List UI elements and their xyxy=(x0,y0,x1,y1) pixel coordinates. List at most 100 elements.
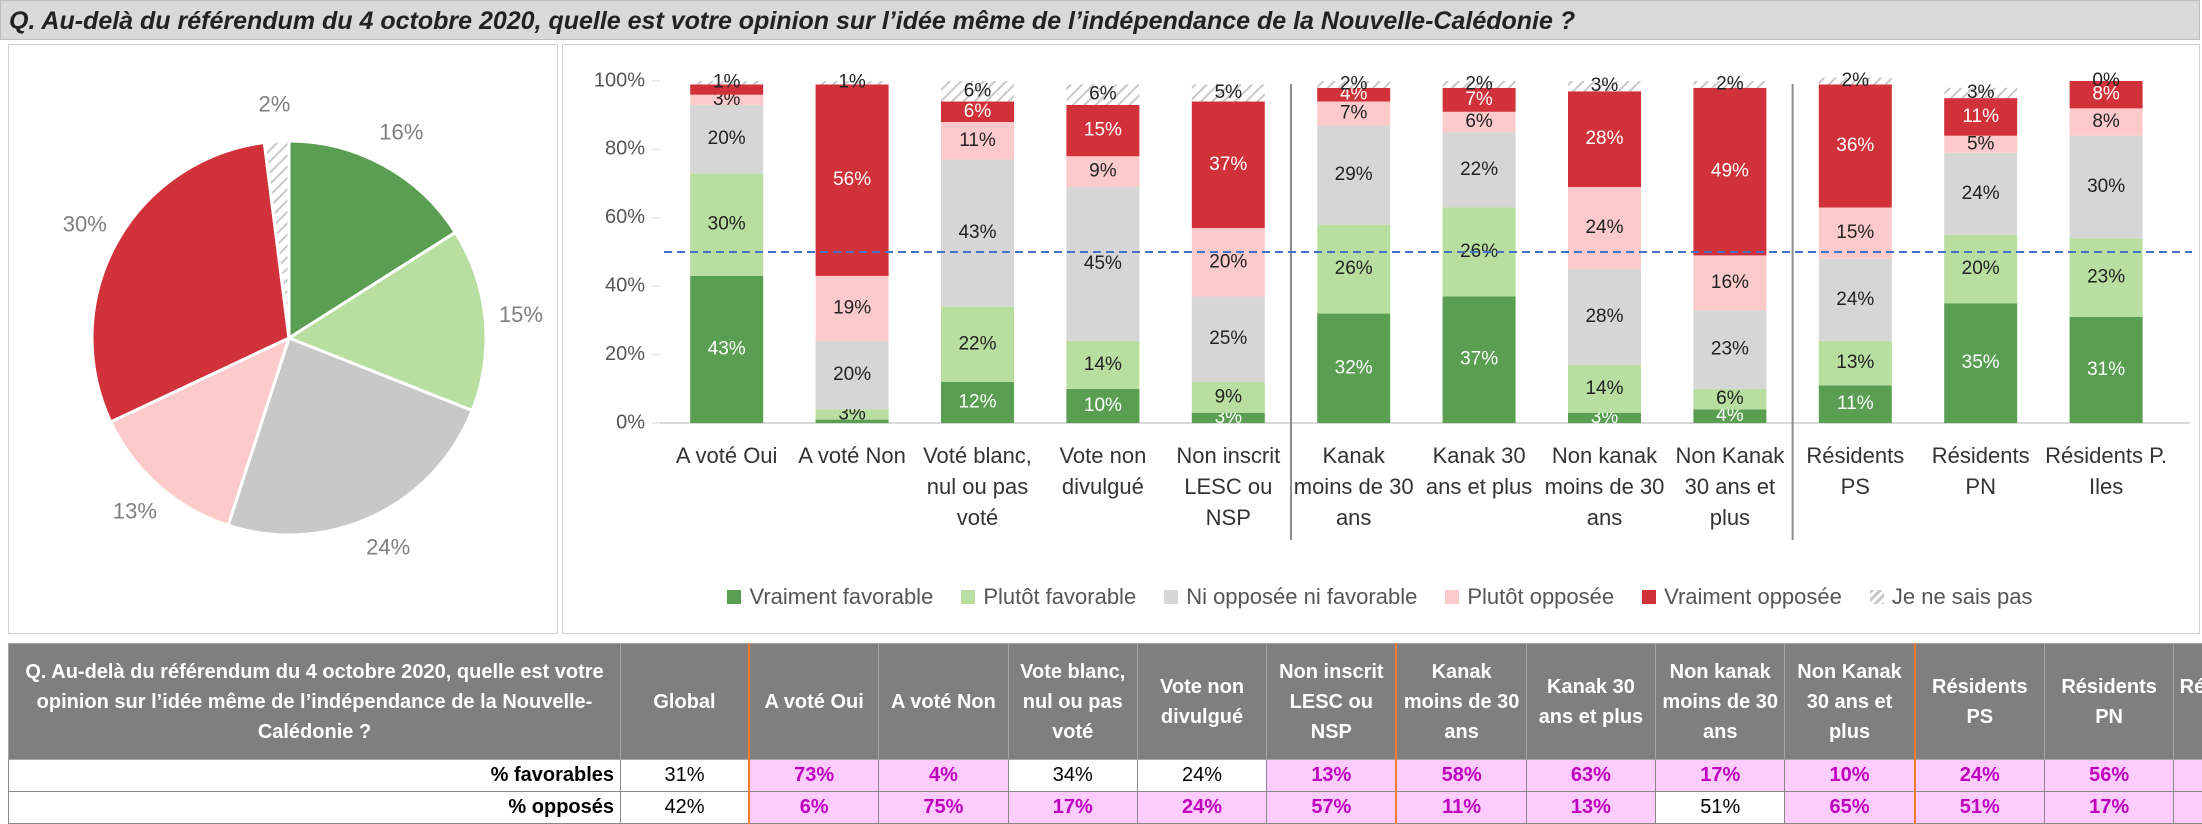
legend-swatch xyxy=(1870,590,1884,604)
legend-item: Vraiment opposée xyxy=(1642,584,1842,610)
bar-label: 28% xyxy=(1585,306,1623,327)
bar-label: 28% xyxy=(1585,128,1623,149)
x-tick-label: Vote non divulgué xyxy=(1041,440,1165,502)
table-header: Résidents P. Iles xyxy=(2174,644,2202,760)
bar-label: 2% xyxy=(1340,73,1368,94)
bar-label: 43% xyxy=(958,222,996,243)
bar-label: 32% xyxy=(1335,357,1373,378)
bar-label: 19% xyxy=(833,297,871,318)
table-cell: 56% xyxy=(2044,760,2173,792)
table-header: A voté Non xyxy=(879,644,1008,760)
x-tick-label: Kanak 30 ans et plus xyxy=(1417,440,1541,502)
legend-label: Vraiment opposée xyxy=(1664,584,1842,610)
y-tick-label: 100% xyxy=(594,69,645,91)
table-cell: 24% xyxy=(1137,760,1266,792)
table-cell: 31% xyxy=(621,760,750,792)
bar-label: 5% xyxy=(1967,133,1995,154)
bar-label: 12% xyxy=(958,391,996,412)
table-header: Résidents PN xyxy=(2044,644,2173,760)
x-tick-label: Non Kanak 30 ans et plus xyxy=(1668,440,1792,533)
table-cell: 4% xyxy=(879,760,1008,792)
bar-label: 6% xyxy=(1089,84,1117,105)
table-header: Kanak 30 ans et plus xyxy=(1526,644,1655,760)
bar-label: 3% xyxy=(1591,75,1619,96)
legend-label: Plutôt opposée xyxy=(1467,584,1614,610)
bar-label: 2% xyxy=(1842,70,1870,91)
bar-label: 9% xyxy=(1215,386,1243,407)
table-cell: 75% xyxy=(879,792,1008,824)
bar-label: 0% xyxy=(2092,70,2120,91)
bar-label: 22% xyxy=(1460,159,1498,180)
bar-label: 15% xyxy=(1836,222,1874,243)
pie-label: 24% xyxy=(366,535,410,560)
table-header: Q. Au-delà du référendum du 4 octobre 20… xyxy=(9,644,621,760)
x-tick-label: Non inscrit LESC ou NSP xyxy=(1166,440,1290,533)
legend-item: Plutôt opposée xyxy=(1445,584,1614,610)
bar-label: 37% xyxy=(1460,349,1498,370)
table-cell: 13% xyxy=(1526,792,1655,824)
bar-label: 24% xyxy=(1836,289,1874,310)
table-header: A voté Oui xyxy=(749,644,879,760)
table-header: Vote blanc, nul ou pas voté xyxy=(1008,644,1137,760)
legend-swatch xyxy=(1164,590,1178,604)
legend-item: Vraiment favorable xyxy=(727,584,933,610)
bar-label: 9% xyxy=(1089,161,1117,182)
x-tick-label: Résidents PN xyxy=(1919,440,2043,502)
bar-label: 2% xyxy=(1716,73,1744,94)
pie-label: 30% xyxy=(63,212,107,237)
bar-label: 6% xyxy=(964,101,992,122)
table-cell: 51% xyxy=(1656,792,1785,824)
bar-label: 11% xyxy=(1962,106,1999,127)
bar-label: 10% xyxy=(1084,395,1122,416)
x-tick-label: Résidents P. Iles xyxy=(2044,440,2168,502)
table-cell: 34% xyxy=(1008,760,1137,792)
bar-label: 13% xyxy=(1836,352,1874,373)
pie-label: 13% xyxy=(113,499,157,524)
table-cell: 65% xyxy=(1785,792,1915,824)
x-tick-label: Kanak moins de 30 ans xyxy=(1292,440,1416,533)
bar-label: 36% xyxy=(1836,135,1874,156)
x-tick-label: A voté Oui xyxy=(665,440,789,471)
table-cell: 17% xyxy=(2044,792,2173,824)
bar-label: 30% xyxy=(708,214,746,235)
legend-label: Je ne sais pas xyxy=(1892,584,2033,610)
legend-item: Plutôt favorable xyxy=(961,584,1136,610)
table-cell: 63% xyxy=(1526,760,1655,792)
bar-label: 11% xyxy=(959,130,996,151)
bar-label: 26% xyxy=(1460,241,1498,262)
bar-label: 14% xyxy=(1585,378,1623,399)
bar-label: 15% xyxy=(1084,120,1122,141)
bar-label: 23% xyxy=(2087,267,2125,288)
bar-label: 6% xyxy=(1716,388,1744,409)
bar-label: 7% xyxy=(1340,103,1368,124)
bar-label: 37% xyxy=(1209,154,1247,175)
summary-table: Q. Au-delà du référendum du 4 octobre 20… xyxy=(8,643,2202,824)
bar-label: 25% xyxy=(1209,328,1247,349)
bar-label: 22% xyxy=(958,333,996,354)
table-cell: 24% xyxy=(1137,792,1266,824)
bar-label: 3% xyxy=(1967,82,1995,103)
legend-label: Plutôt favorable xyxy=(983,584,1136,610)
x-tick-label: Non kanak moins de 30 ans xyxy=(1543,440,1667,533)
bar-label: 45% xyxy=(1084,253,1122,274)
row-label: % favorables xyxy=(9,760,621,792)
table-header: Non inscrit LESC ou NSP xyxy=(1267,644,1397,760)
charts: 16%15%24%13%30%2%0%20%40%60%80%100%43%30… xyxy=(0,0,2202,640)
bar-label: 26% xyxy=(1335,258,1373,279)
bar-label: 30% xyxy=(2087,176,2125,197)
bar-label: 31% xyxy=(2087,359,2125,380)
table-header: Kanak moins de 30 ans xyxy=(1396,644,1526,760)
table-cell: 10% xyxy=(1785,760,1915,792)
bar-label: 14% xyxy=(1084,354,1122,375)
y-tick-label: 20% xyxy=(605,343,645,365)
table-cell: 13% xyxy=(1267,760,1397,792)
table-cell: 54% xyxy=(2174,760,2202,792)
bar-label: 1% xyxy=(713,72,741,93)
bar-label: 29% xyxy=(1335,164,1373,185)
bar-label: 5% xyxy=(1215,82,1243,103)
table-cell: 6% xyxy=(749,792,879,824)
bar-label: 20% xyxy=(708,128,746,149)
bar-label: 23% xyxy=(1711,338,1749,359)
